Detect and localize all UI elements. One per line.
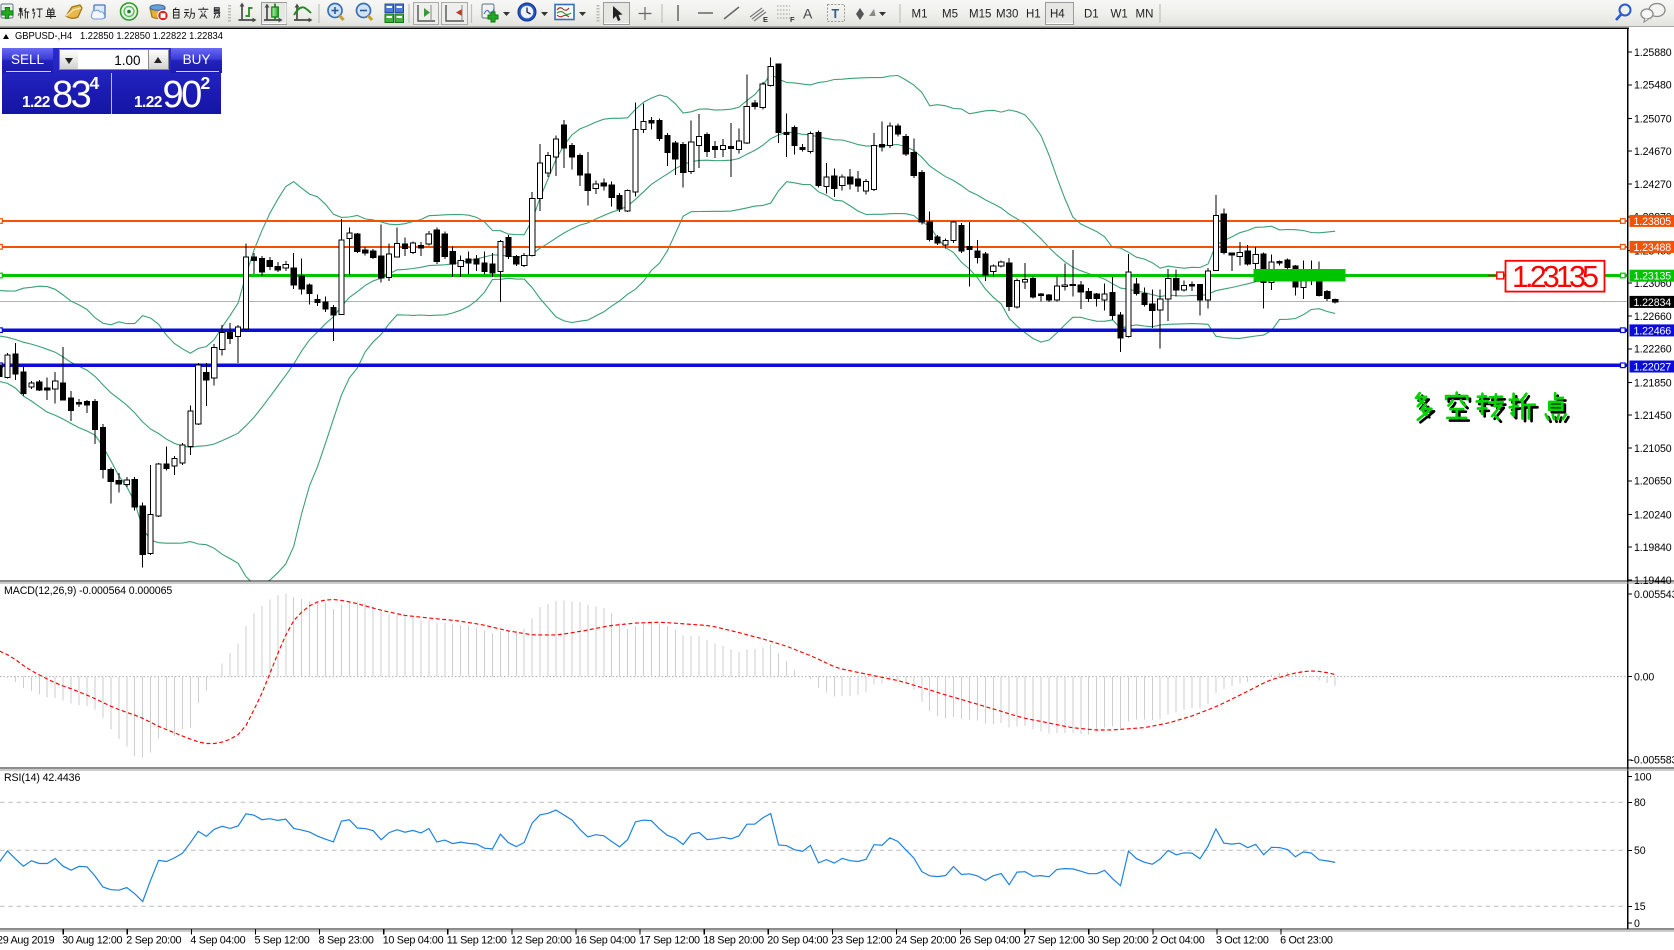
- svg-text:80: 80: [1634, 797, 1646, 809]
- svg-text:-0.005583: -0.005583: [1631, 755, 1674, 767]
- svg-text:24 Sep 20:00: 24 Sep 20:00: [896, 935, 957, 947]
- svg-text:RSI(14) 42.4436: RSI(14) 42.4436: [4, 772, 80, 784]
- svg-text:M15: M15: [969, 9, 991, 21]
- svg-text:8 Sep 23:00: 8 Sep 23:00: [319, 935, 374, 947]
- svg-text:1.23805: 1.23805: [1634, 216, 1672, 228]
- svg-text:5 Sep 12:00: 5 Sep 12:00: [255, 935, 310, 947]
- svg-text:1.23135: 1.23135: [1634, 271, 1672, 283]
- svg-text:E: E: [763, 15, 768, 24]
- svg-text:1.20240: 1.20240: [1634, 509, 1672, 521]
- svg-text:1.23488: 1.23488: [1634, 242, 1672, 254]
- svg-text:T: T: [832, 7, 840, 21]
- svg-text:18 Sep 20:00: 18 Sep 20:00: [703, 935, 764, 947]
- svg-text:M1: M1: [912, 9, 928, 21]
- svg-text:26 Sep 04:00: 26 Sep 04:00: [960, 935, 1021, 947]
- svg-text:6 Oct 23:00: 6 Oct 23:00: [1280, 935, 1333, 947]
- svg-text:F: F: [790, 15, 795, 24]
- svg-text:10 Sep 04:00: 10 Sep 04:00: [383, 935, 444, 947]
- svg-text:1.22834: 1.22834: [1634, 297, 1672, 309]
- svg-text:3 Oct 12:00: 3 Oct 12:00: [1216, 935, 1269, 947]
- svg-text:H1: H1: [1026, 9, 1041, 21]
- svg-text:1.21850: 1.21850: [1634, 377, 1672, 389]
- svg-text:1.20650: 1.20650: [1634, 476, 1672, 488]
- svg-text:11 Sep 12:00: 11 Sep 12:00: [447, 935, 507, 947]
- svg-text:12 Sep 20:00: 12 Sep 20:00: [511, 935, 572, 947]
- svg-text:15: 15: [1634, 901, 1646, 913]
- svg-text:27 Sep 12:00: 27 Sep 12:00: [1024, 935, 1085, 947]
- svg-text:H4: H4: [1050, 9, 1065, 21]
- svg-text:A: A: [803, 6, 813, 22]
- svg-text:1.25880: 1.25880: [1634, 47, 1672, 59]
- svg-text:0: 0: [1634, 918, 1640, 930]
- svg-text:16 Sep 04:00: 16 Sep 04:00: [575, 935, 636, 947]
- svg-text:1.22660: 1.22660: [1634, 311, 1672, 323]
- svg-text:1.25480: 1.25480: [1634, 80, 1672, 92]
- svg-text:M5: M5: [942, 9, 958, 21]
- svg-text:1.19840: 1.19840: [1634, 542, 1672, 554]
- svg-text:2 Oct 04:00: 2 Oct 04:00: [1152, 935, 1205, 947]
- svg-text:0.005543: 0.005543: [1634, 589, 1674, 601]
- svg-text:1.24270: 1.24270: [1634, 179, 1672, 191]
- svg-text:20 Sep 04:00: 20 Sep 04:00: [767, 935, 828, 947]
- svg-text:29 Aug 2019: 29 Aug 2019: [0, 935, 55, 947]
- svg-text:1.21450: 1.21450: [1634, 410, 1672, 422]
- svg-text:1.21050: 1.21050: [1634, 443, 1672, 455]
- svg-text:1.22466: 1.22466: [1634, 325, 1672, 337]
- svg-text:W1: W1: [1111, 9, 1128, 21]
- svg-text:1.24670: 1.24670: [1634, 146, 1672, 158]
- svg-text:D1: D1: [1084, 9, 1099, 21]
- svg-text:1.22027: 1.22027: [1634, 361, 1672, 373]
- svg-text:1.19440: 1.19440: [1634, 575, 1672, 587]
- svg-text:MN: MN: [1136, 9, 1154, 21]
- svg-text:17 Sep 12:00: 17 Sep 12:00: [639, 935, 700, 947]
- svg-text:50: 50: [1634, 845, 1646, 857]
- svg-text:M30: M30: [996, 9, 1018, 21]
- svg-text:2 Sep 20:00: 2 Sep 20:00: [126, 935, 181, 947]
- svg-text:1.23135: 1.23135: [1512, 260, 1599, 294]
- svg-text:0.00: 0.00: [1634, 672, 1654, 684]
- svg-text:4 Sep 04:00: 4 Sep 04:00: [190, 935, 245, 947]
- svg-text:1.22260: 1.22260: [1634, 344, 1672, 356]
- svg-text:100: 100: [1634, 772, 1652, 784]
- svg-text:23 Sep 12:00: 23 Sep 12:00: [831, 935, 892, 947]
- svg-text:MACD(12,26,9) -0.000564 0.0000: MACD(12,26,9) -0.000564 0.000065: [4, 585, 172, 597]
- svg-text:30 Sep 20:00: 30 Sep 20:00: [1088, 935, 1149, 947]
- svg-text:30 Aug 12:00: 30 Aug 12:00: [62, 935, 122, 947]
- svg-text:1.25070: 1.25070: [1634, 113, 1672, 125]
